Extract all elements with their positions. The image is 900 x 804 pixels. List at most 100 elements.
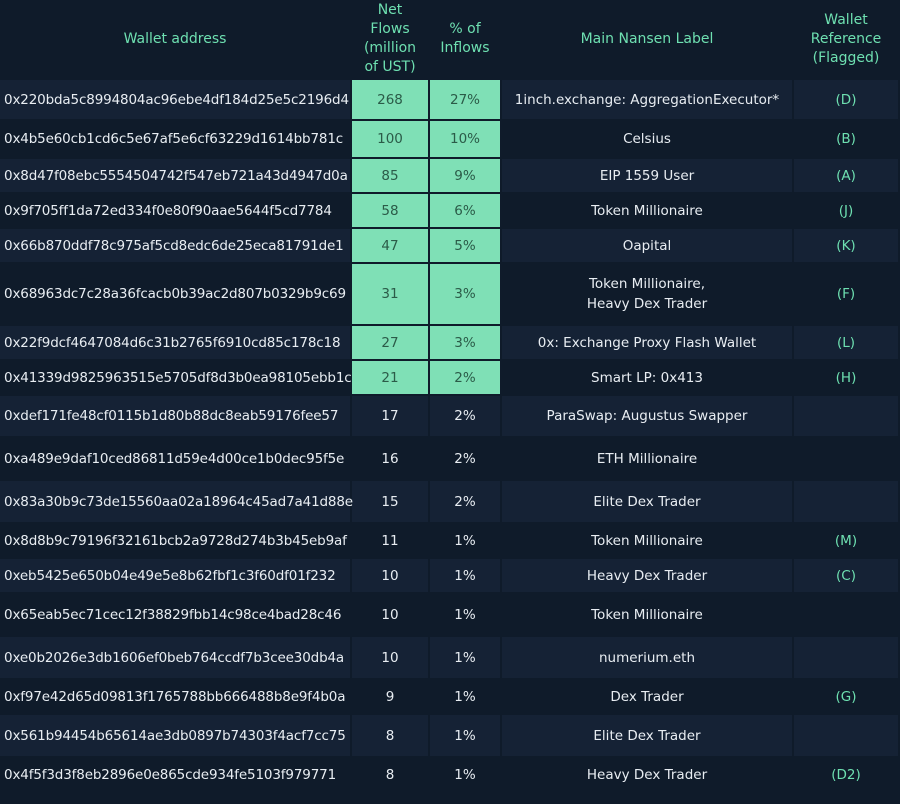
wallet-address-cell: 0xeb5425e650b04e49e5e8b62fbf1c3f60df01f2… — [0, 557, 352, 592]
pct-inflows-cell: 5% — [430, 227, 502, 262]
net-flows-cell: 10 — [352, 635, 430, 678]
nansen-label-cell: 1inch.exchange: AggregationExecutor* — [502, 78, 794, 119]
nansen-label-cell: Heavy Dex Trader — [502, 756, 794, 791]
wallet-address-cell: 0x65eab5ec71cec12f38829fbb14c98ce4bad28c… — [0, 592, 352, 635]
wallet-reference-cell — [794, 479, 900, 522]
wallet-address-cell: 0x83a30b9c73de15560aa02a18964c45ad7a41d8… — [0, 479, 353, 522]
wallet-reference-cell: (J) — [794, 192, 900, 227]
table-row: 0x8d47f08ebc5554504742f547eb721a43d4947d… — [0, 157, 900, 192]
nansen-label-cell: Dex Trader — [502, 678, 794, 713]
wallet-address-cell: 0xdef171fe48cf0115b1d80b88dc8eab59176fee… — [0, 394, 352, 436]
table-row: 0x4b5e60cb1cd6c5e67af5e6cf63229d1614bb78… — [0, 119, 900, 157]
nansen-label-cell: Token Millionaire — [502, 192, 794, 227]
nansen-label-cell: Oapital — [502, 227, 794, 262]
nansen-label-cell: Token Millionaire — [502, 592, 794, 635]
net-flows-cell: 100 — [352, 119, 430, 157]
wallet-reference-cell — [794, 394, 900, 436]
table-row: 0x22f9dcf4647084d6c31b2765f6910cd85c178c… — [0, 324, 900, 359]
pct-inflows-cell: 2% — [430, 479, 502, 522]
nansen-label-cell: Elite Dex Trader — [502, 713, 794, 756]
table-row: 0x65eab5ec71cec12f38829fbb14c98ce4bad28c… — [0, 592, 900, 635]
wallet-reference-cell: (H) — [794, 359, 900, 394]
wallet-reference-cell: (G) — [794, 678, 900, 713]
wallet-reference-cell: (K) — [794, 227, 900, 262]
nansen-label-cell: EIP 1559 User — [502, 157, 794, 192]
nansen-label-cell: ParaSwap: Augustus Swapper — [502, 394, 794, 436]
net-flows-cell: 11 — [352, 522, 430, 557]
header-row: Wallet address Net Flows (million of UST… — [0, 0, 900, 78]
wallet-address-cell: 0x8d8b9c79196f32161bcb2a9728d274b3b45eb9… — [0, 522, 352, 557]
net-flows-cell: 10 — [352, 592, 430, 635]
pct-inflows-cell: 10% — [430, 119, 502, 157]
wallet-reference-cell — [794, 592, 900, 635]
table-row: 0x9f705ff1da72ed334f0e80f90aae5644f5cd77… — [0, 192, 900, 227]
net-flows-cell: 9 — [352, 678, 430, 713]
nansen-label-cell: Token Millionaire — [502, 522, 794, 557]
header-wallet-reference: Wallet Reference (Flagged) — [794, 0, 900, 78]
wallet-address-cell: 0x41339d9825963515e5705df8d3b0ea98105ebb… — [0, 359, 352, 394]
pct-inflows-cell: 27% — [430, 78, 502, 119]
wallet-reference-cell: (D) — [794, 78, 900, 119]
table-body: 0x220bda5c8994804ac96ebe4df184d25e5c2196… — [0, 78, 900, 791]
table-row: 0xeb5425e650b04e49e5e8b62fbf1c3f60df01f2… — [0, 557, 900, 592]
header-net-flows: Net Flows (million of UST) — [352, 0, 430, 78]
net-flows-cell: 31 — [352, 262, 430, 324]
header-main-label: Main Nansen Label — [502, 0, 794, 78]
nansen-label-cell: numerium.eth — [502, 635, 794, 678]
wallet-reference-cell — [794, 635, 900, 678]
pct-inflows-cell: 1% — [430, 713, 502, 756]
net-flows-cell: 17 — [352, 394, 430, 436]
pct-inflows-cell: 3% — [430, 324, 502, 359]
nansen-label-cell: ETH Millionaire — [502, 436, 794, 479]
wallet-address-cell: 0x4b5e60cb1cd6c5e67af5e6cf63229d1614bb78… — [0, 119, 352, 157]
table-row: 0x83a30b9c73de15560aa02a18964c45ad7a41d8… — [0, 479, 900, 522]
net-flows-cell: 16 — [352, 436, 430, 479]
wallet-reference-cell: (C) — [794, 557, 900, 592]
net-flows-cell: 8 — [352, 713, 430, 756]
wallet-reference-cell — [794, 713, 900, 756]
nansen-label-cell: Heavy Dex Trader — [502, 557, 794, 592]
nansen-label-line: Heavy Dex Trader — [586, 296, 708, 312]
wallet-address-cell: 0xe0b2026e3db1606ef0beb764ccdf7b3cee30db… — [0, 635, 352, 678]
table-row: 0xe0b2026e3db1606ef0beb764ccdf7b3cee30db… — [0, 635, 900, 678]
table-row: 0x68963dc7c28a36fcacb0b39ac2d807b0329b9c… — [0, 262, 900, 324]
table-row: 0xa489e9daf10ced86811d59e4d00ce1b0dec95f… — [0, 436, 900, 479]
table-row: 0x8d8b9c79196f32161bcb2a9728d274b3b45eb9… — [0, 522, 900, 557]
header-net-flows-text: Net Flows (million of UST) — [363, 2, 417, 75]
net-flows-cell: 27 — [352, 324, 430, 359]
wallet-address-cell: 0x66b870ddf78c975af5cd8edc6de25eca81791d… — [0, 227, 352, 262]
header-pct-inflows-text: % of Inflows — [440, 21, 490, 56]
pct-inflows-cell: 1% — [430, 522, 502, 557]
pct-inflows-cell: 9% — [430, 157, 502, 192]
nansen-label-cell: Smart LP: 0x413 — [502, 359, 794, 394]
nansen-label-cell: 0x: Exchange Proxy Flash Wallet — [502, 324, 794, 359]
wallet-address-cell: 0x9f705ff1da72ed334f0e80f90aae5644f5cd77… — [0, 192, 352, 227]
pct-inflows-cell: 6% — [430, 192, 502, 227]
net-flows-cell: 58 — [352, 192, 430, 227]
wallet-reference-cell: (F) — [794, 262, 900, 324]
nansen-label-cell: Token Millionaire, Heavy Dex Trader — [502, 262, 794, 324]
wallet-reference-cell — [794, 436, 900, 479]
net-flows-cell: 15 — [352, 479, 430, 522]
pct-inflows-cell: 1% — [430, 756, 502, 791]
table-header: Wallet address Net Flows (million of UST… — [0, 0, 900, 78]
table-row: 0x41339d9825963515e5705df8d3b0ea98105ebb… — [0, 359, 900, 394]
net-flows-cell: 10 — [352, 557, 430, 592]
net-flows-cell: 85 — [352, 157, 430, 192]
wallet-reference-cell: (D2) — [794, 756, 900, 791]
header-wallet-address: Wallet address — [0, 0, 352, 78]
wallet-reference-cell: (B) — [794, 119, 900, 157]
table-row: 0x4f5f3d3f8eb2896e0e865cde934fe5103f9797… — [0, 756, 900, 791]
net-flows-cell: 8 — [352, 756, 430, 791]
table-row: 0xdef171fe48cf0115b1d80b88dc8eab59176fee… — [0, 394, 900, 436]
wallet-address-cell: 0x22f9dcf4647084d6c31b2765f6910cd85c178c… — [0, 324, 352, 359]
wallet-address-cell: 0x4f5f3d3f8eb2896e0e865cde934fe5103f9797… — [0, 756, 352, 791]
header-wallet-reference-text: Wallet Reference (Flagged) — [810, 11, 882, 66]
net-flows-cell: 47 — [352, 227, 430, 262]
wallet-reference-cell: (M) — [794, 522, 900, 557]
pct-inflows-cell: 2% — [430, 359, 502, 394]
wallet-address-cell: 0xf97e42d65d09813f1765788bb666488b8e9f4b… — [0, 678, 352, 713]
pct-inflows-cell: 1% — [430, 557, 502, 592]
pct-inflows-cell: 2% — [430, 436, 502, 479]
